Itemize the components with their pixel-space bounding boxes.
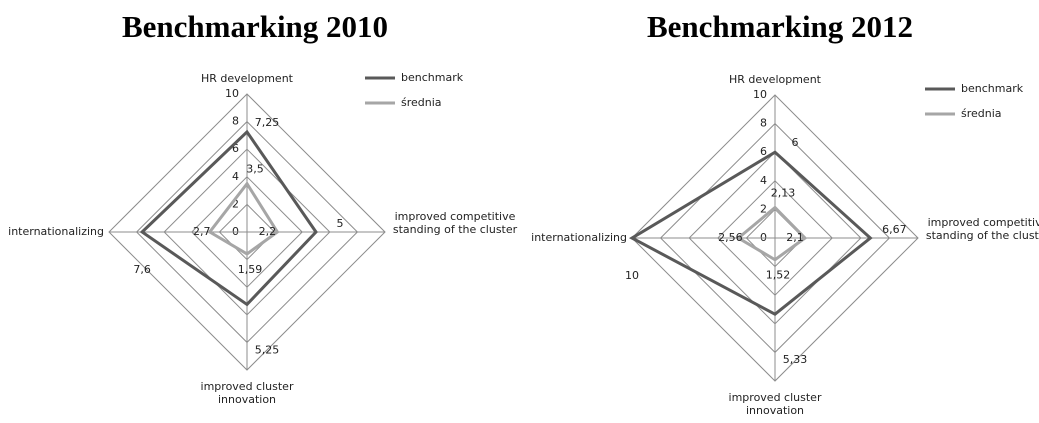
axis-label: internationalizing — [8, 225, 104, 238]
axis-label: improved competitive standing of the clu… — [392, 210, 518, 236]
axis-label: internationalizing — [531, 231, 627, 244]
axis-label: HR development — [729, 73, 821, 86]
tick-label: 4 — [760, 174, 767, 187]
tick-label: 6 — [232, 142, 239, 155]
series-line — [139, 129, 318, 307]
legend-label: benchmark — [961, 82, 1024, 95]
series-line — [735, 205, 808, 262]
data-label: 1,59 — [238, 263, 263, 276]
data-label: 5,33 — [783, 353, 808, 366]
tick-label: 8 — [232, 115, 239, 128]
tick-label: 6 — [760, 145, 767, 158]
data-label: 6 — [792, 136, 799, 149]
tick-label: 10 — [225, 87, 239, 100]
legend-label: benchmark — [401, 71, 464, 84]
series-line — [628, 150, 873, 317]
data-label: 7,25 — [255, 116, 280, 129]
tick-label: 10 — [753, 88, 767, 101]
data-label: 1,52 — [766, 269, 791, 282]
chart-title: Benchmarking 2010 — [122, 9, 388, 44]
data-label: 10 — [625, 269, 639, 282]
tick-label: 4 — [232, 170, 239, 183]
legend-label: średnia — [961, 107, 1002, 120]
data-label: 5,25 — [255, 343, 280, 356]
axis-label: improved cluster innovation — [200, 380, 294, 406]
data-label: 2,2 — [259, 225, 277, 238]
data-label: 7,6 — [133, 263, 151, 276]
series-line — [207, 181, 280, 256]
axis-label: improved cluster innovation — [728, 391, 822, 417]
tick-label: 8 — [760, 117, 767, 130]
tick-label: 2 — [760, 202, 767, 215]
legend-label: średnia — [401, 96, 442, 109]
data-label: 2,56 — [718, 231, 743, 244]
data-label: 2,7 — [193, 225, 211, 238]
chart-title: Benchmarking 2012 — [647, 9, 913, 44]
tick-label: 2 — [232, 197, 239, 210]
data-label: 2,1 — [786, 231, 804, 244]
data-label: 3,5 — [246, 163, 264, 176]
data-label: 6,67 — [882, 223, 907, 236]
axis-label: improved competitive standing of the clu… — [925, 216, 1039, 242]
axis-label: HR development — [201, 72, 293, 85]
data-label: 2,13 — [771, 187, 796, 200]
data-label: 5 — [337, 217, 344, 230]
